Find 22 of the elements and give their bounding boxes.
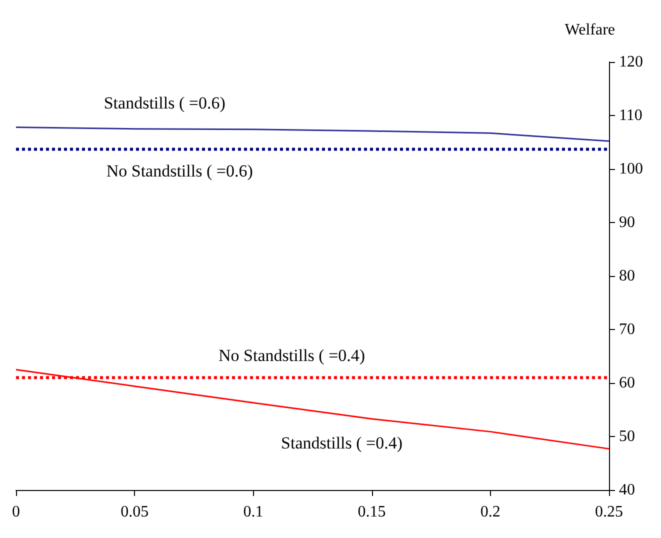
y-tick-label: 80 (619, 268, 635, 284)
y-tick-label: 60 (619, 374, 635, 392)
y-tick-label: 90 (619, 214, 635, 231)
line-series (15, 368, 610, 450)
series-label: Standstills ( =0.6) (104, 93, 226, 112)
series-label: Standstills ( =0.4) (281, 433, 403, 452)
series-label: No Standstills ( =0.4) (218, 346, 366, 366)
series-label: No Standstills ( =0.6) (106, 162, 253, 181)
x-tick-label: 0.2 (480, 504, 500, 520)
y-tick-label: 120 (619, 54, 643, 70)
x-tick-label: 0.15 (358, 504, 386, 520)
y-tick-label: 40 (619, 482, 635, 498)
y-tick-label: 100 (619, 160, 643, 178)
x-tick-label: 0 (12, 504, 20, 520)
y-tick-label: 50 (619, 428, 635, 445)
y-axis-title: Welfare (564, 22, 615, 38)
line-series (15, 126, 610, 142)
y-tick-label: 110 (619, 107, 642, 124)
y-tick-label: 70 (619, 321, 635, 338)
x-tick-label: 0.05 (120, 504, 149, 520)
x-tick-label: 0.1 (243, 504, 264, 520)
x-tick-label: 0.25 (595, 504, 623, 520)
